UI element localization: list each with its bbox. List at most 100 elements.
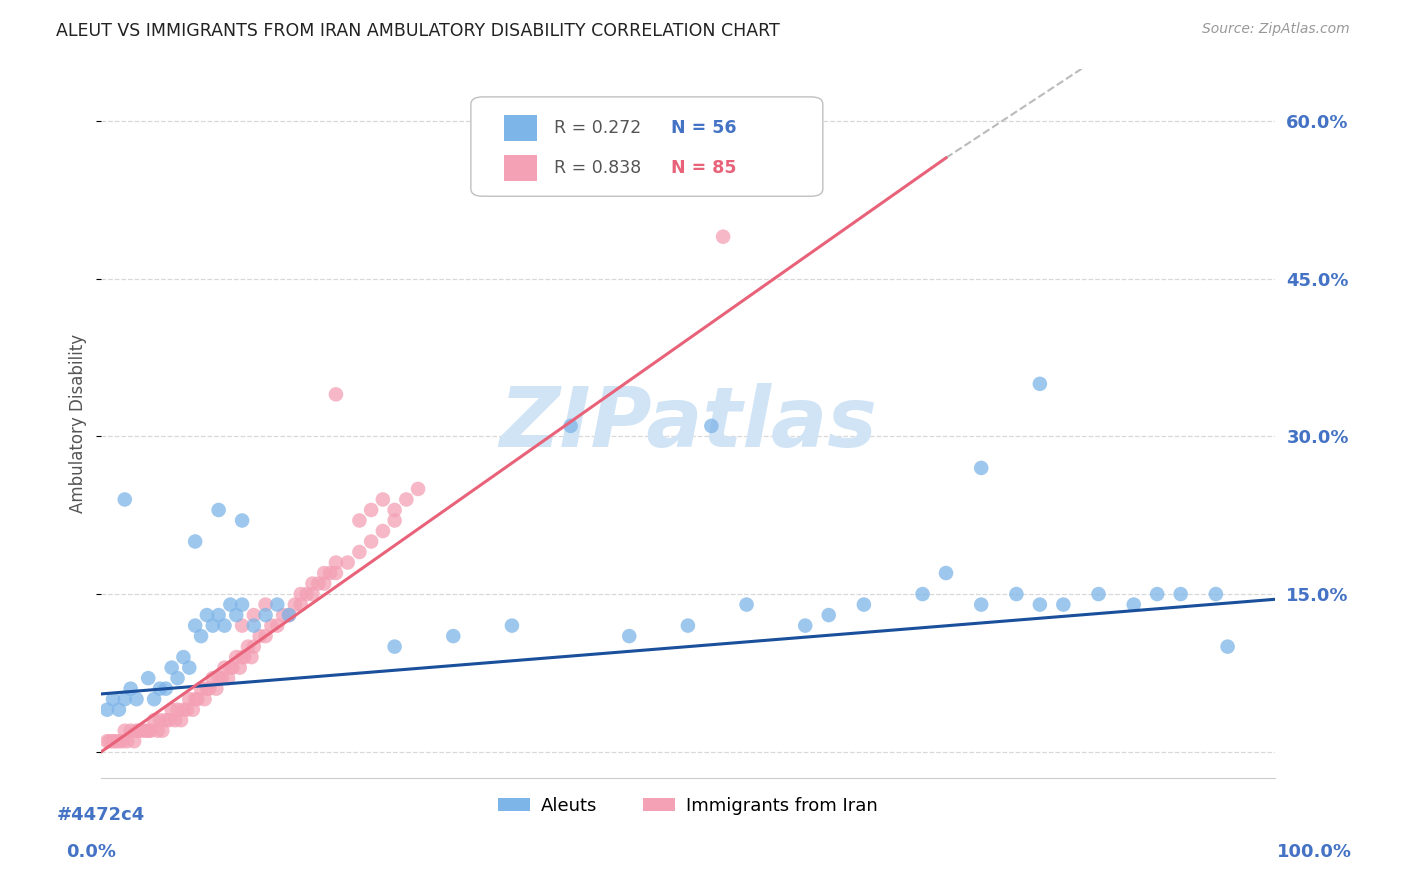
Point [111,734,134,748]
Point [360,534,382,549]
Point [108,703,131,717]
Point [254,629,277,643]
Text: #4472c4: #4472c4 [58,806,145,824]
Point [560,418,582,433]
Point [970,598,993,612]
Point [266,618,288,632]
Text: 0.0%: 0.0% [66,843,117,861]
Point [136,671,159,685]
Point [360,503,382,517]
Point [384,514,406,528]
Point [1146,587,1168,601]
Point [222,660,245,674]
Point [135,723,157,738]
Point [319,566,342,580]
Point [195,681,218,696]
Point [190,629,212,643]
Point [240,650,263,665]
Point [406,482,429,496]
Point [384,640,406,654]
Point [155,681,177,696]
Point [114,692,136,706]
Point [501,618,523,632]
Point [190,681,212,696]
Point [122,734,145,748]
Point [160,660,183,674]
Point [211,671,233,685]
Point [172,703,194,717]
Bar [503,155,537,180]
Point [176,703,198,717]
Point [114,492,136,507]
Point [325,566,347,580]
Point [143,713,166,727]
Text: ZIPatlas: ZIPatlas [499,383,877,464]
Point [231,618,253,632]
Text: R = 0.838: R = 0.838 [554,159,641,178]
Point [231,598,253,612]
Point [911,587,934,601]
Point [1122,598,1144,612]
Point [101,692,124,706]
Point [735,598,758,612]
Text: N = 56: N = 56 [672,120,737,137]
Point [1216,640,1239,654]
Point [243,618,266,632]
Point [179,692,201,706]
Point [284,598,307,612]
Text: N = 85: N = 85 [672,159,737,178]
Point [1170,587,1192,601]
Point [101,734,124,748]
Point [214,660,236,674]
Point [181,703,204,717]
Point [186,692,208,706]
Point [125,692,148,706]
Point [349,545,371,559]
Point [184,534,207,549]
Point [231,650,253,665]
Point [205,681,228,696]
Point [1005,587,1028,601]
Point [198,681,221,696]
Point [271,608,294,623]
Point [301,587,323,601]
Point [290,598,312,612]
Point [970,461,993,475]
Point [207,503,229,517]
Point [619,629,641,643]
Point [184,692,207,706]
Point [149,713,172,727]
Point [349,514,371,528]
Point [125,723,148,738]
Point [217,671,239,685]
Point [1029,598,1052,612]
Point [131,723,153,738]
Point [120,723,142,738]
Point [307,576,329,591]
Point [314,566,336,580]
Point [214,618,236,632]
Point [314,576,336,591]
Point [935,566,957,580]
Point [336,556,359,570]
Point [371,492,394,507]
Point [166,671,188,685]
Point [96,734,118,748]
Point [371,524,394,538]
Point [98,734,121,748]
Point [254,608,277,623]
Point [325,387,347,401]
Point [96,703,118,717]
Point [1087,587,1109,601]
Point [794,618,817,632]
Point [104,734,127,748]
Point [120,681,142,696]
Point [201,618,224,632]
FancyBboxPatch shape [471,97,823,196]
Point [225,650,247,665]
Point [128,723,150,738]
Point [243,640,266,654]
Point [249,629,271,643]
Point [278,608,301,623]
Point [150,723,173,738]
